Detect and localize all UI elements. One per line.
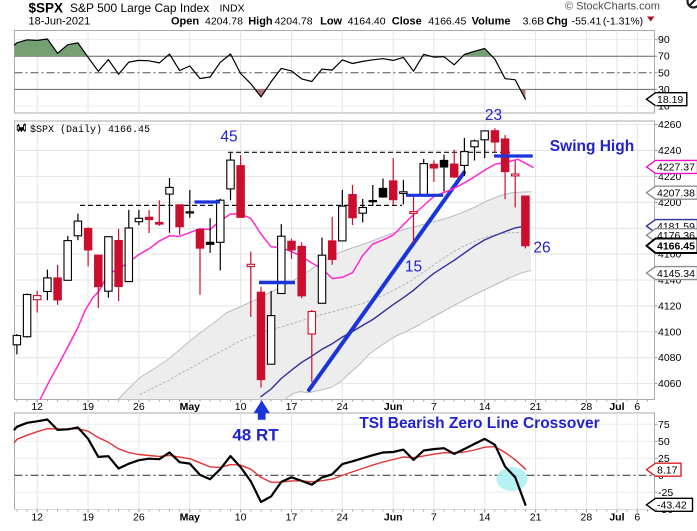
- svg-text:Jul: Jul: [609, 512, 624, 524]
- svg-text:7: 7: [431, 512, 437, 524]
- svg-text:70: 70: [658, 51, 670, 63]
- svg-text:12: 12: [31, 401, 43, 413]
- svg-text:28: 28: [581, 512, 593, 524]
- svg-text:18.19: 18.19: [657, 94, 683, 106]
- svg-text:$SPX (Daily) 4166.45: $SPX (Daily) 4166.45: [30, 124, 150, 136]
- svg-text:3.6B: 3.6B: [523, 16, 545, 28]
- svg-text:24: 24: [336, 512, 348, 524]
- svg-text:4060: 4060: [658, 378, 682, 390]
- svg-text:4166.45: 4166.45: [657, 240, 695, 252]
- svg-text:© StockCharts.com: © StockCharts.com: [565, 1, 660, 13]
- svg-text:Jun: Jun: [384, 512, 403, 524]
- svg-text:High: High: [248, 16, 273, 28]
- svg-text:4164.40: 4164.40: [348, 16, 386, 28]
- svg-text:7: 7: [431, 401, 437, 413]
- svg-text:(-1.31%): (-1.31%): [603, 16, 643, 28]
- svg-text:4166.45: 4166.45: [428, 16, 466, 28]
- svg-text:May: May: [180, 401, 201, 413]
- svg-text:Low: Low: [320, 16, 342, 28]
- svg-text:21: 21: [530, 512, 542, 524]
- svg-text:4145.34: 4145.34: [657, 268, 695, 280]
- svg-text:50: 50: [658, 67, 670, 79]
- svg-text:4080: 4080: [658, 352, 682, 364]
- svg-text:6: 6: [634, 401, 640, 413]
- svg-text:Jul: Jul: [609, 401, 624, 413]
- svg-text:TSI Bearish Zero Line Crossove: TSI Bearish Zero Line Crossover: [359, 415, 599, 432]
- svg-text:-25: -25: [658, 487, 673, 499]
- svg-text:4207.38: 4207.38: [657, 187, 695, 199]
- svg-text:4204.78: 4204.78: [205, 16, 243, 28]
- svg-text:50: 50: [658, 436, 670, 448]
- svg-text:Open: Open: [171, 16, 199, 28]
- svg-text:17: 17: [286, 512, 298, 524]
- svg-text:May: May: [180, 512, 201, 524]
- svg-text:12: 12: [31, 512, 43, 524]
- svg-text:21: 21: [530, 401, 542, 413]
- svg-text:28: 28: [581, 401, 593, 413]
- svg-text:23: 23: [485, 107, 502, 124]
- svg-text:4227.37: 4227.37: [657, 162, 695, 174]
- svg-text:4240: 4240: [658, 145, 682, 157]
- svg-text:INDX: INDX: [220, 3, 245, 15]
- svg-text:4100: 4100: [658, 326, 682, 338]
- svg-text:8.17: 8.17: [657, 464, 678, 476]
- svg-text:4260: 4260: [658, 119, 682, 131]
- svg-text:Chg: Chg: [546, 16, 567, 28]
- svg-text:75: 75: [658, 419, 670, 431]
- svg-text:10: 10: [235, 401, 247, 413]
- svg-text:14: 14: [479, 512, 491, 524]
- svg-text:90: 90: [658, 34, 670, 46]
- svg-text:10: 10: [235, 512, 247, 524]
- svg-text:26: 26: [133, 512, 145, 524]
- svg-text:Jun: Jun: [384, 401, 403, 413]
- svg-text:Close: Close: [392, 16, 422, 28]
- svg-text:19: 19: [82, 401, 94, 413]
- svg-text:24: 24: [336, 401, 348, 413]
- svg-text:45: 45: [220, 129, 237, 146]
- svg-text:19: 19: [82, 512, 94, 524]
- svg-text:26: 26: [133, 401, 145, 413]
- svg-text:$SPX: $SPX: [29, 1, 64, 16]
- svg-text:Volume: Volume: [472, 16, 511, 28]
- svg-text:6: 6: [634, 512, 640, 524]
- svg-text:17: 17: [286, 401, 298, 413]
- svg-text:-43.42: -43.42: [657, 500, 687, 512]
- svg-text:15: 15: [405, 259, 422, 276]
- svg-text:4204.78: 4204.78: [275, 16, 313, 28]
- svg-text:14: 14: [479, 401, 491, 413]
- svg-text:4120: 4120: [658, 300, 682, 312]
- svg-text:Swing High: Swing High: [550, 138, 634, 155]
- svg-text:S&P 500 Large Cap Index: S&P 500 Large Cap Index: [70, 1, 209, 15]
- svg-text:26: 26: [533, 240, 550, 257]
- svg-text:18-Jun-2021: 18-Jun-2021: [29, 16, 91, 28]
- svg-text:-55.41: -55.41: [572, 16, 602, 28]
